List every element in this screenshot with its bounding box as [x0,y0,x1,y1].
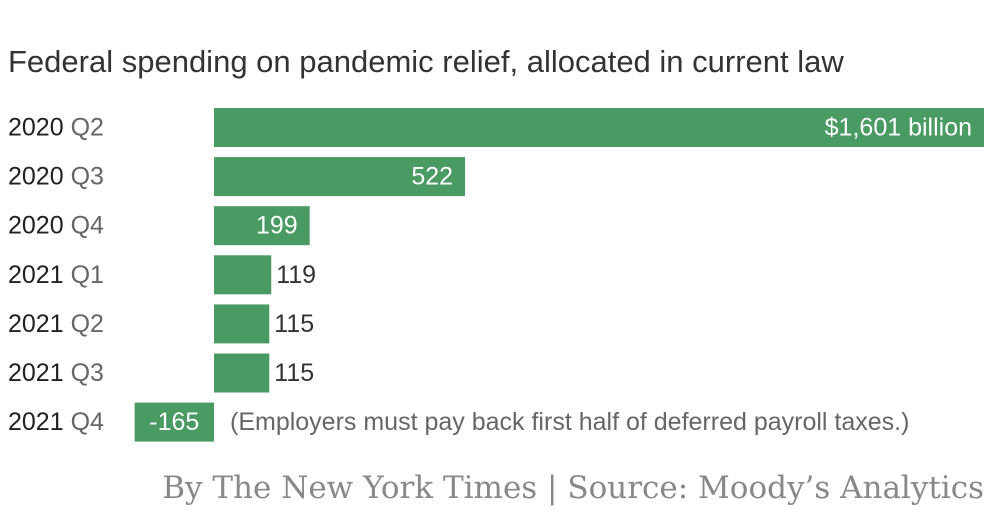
category-quarter: Q4 [71,408,104,436]
category-year: 2020 [8,163,71,191]
bar [214,353,270,393]
category-label: 2021 Q2 [8,310,104,338]
value-label: $1,601 billion [825,114,972,142]
category-quarter: Q2 [71,310,104,338]
value-label: 115 [274,359,314,387]
category-label: 2021 Q3 [8,359,104,387]
category-label: 2020 Q2 [8,114,104,142]
bar [214,304,270,344]
category-quarter: Q3 [71,359,104,387]
category-quarter: Q2 [71,114,104,142]
category-year: 2021 [8,359,71,387]
value-label: 115 [274,310,314,338]
chart-title: Federal spending on pandemic relief, all… [8,44,844,79]
bar [214,255,272,295]
bar [214,108,984,147]
category-label: 2020 Q3 [8,163,104,191]
category-label: 2020 Q4 [8,212,104,240]
source-credit: By The New York Times | Source: Moody’s … [162,470,984,506]
category-quarter: Q1 [71,261,104,289]
category-year: 2021 [8,261,71,289]
bar [214,157,466,197]
value-label: 522 [411,163,453,191]
bar-chart-plot: 2020 Q2 $1,601 billion 2020 Q3 522 2020 Q4 19… [8,108,984,442]
bar [134,402,214,442]
category-year: 2020 [8,114,71,142]
category-label: 2021 Q4 [8,408,104,436]
bar [214,206,310,246]
category-label: 2021 Q1 [8,261,104,289]
value-label: -165 [149,408,199,436]
category-year: 2021 [8,310,71,338]
value-label: 119 [276,261,316,289]
category-quarter: Q3 [71,163,104,191]
category-quarter: Q4 [71,212,104,240]
category-year: 2020 [8,212,71,240]
category-year: 2021 [8,408,71,436]
annotation-label: (Employers must pay back first half of d… [230,408,909,436]
value-label: 199 [256,212,298,240]
